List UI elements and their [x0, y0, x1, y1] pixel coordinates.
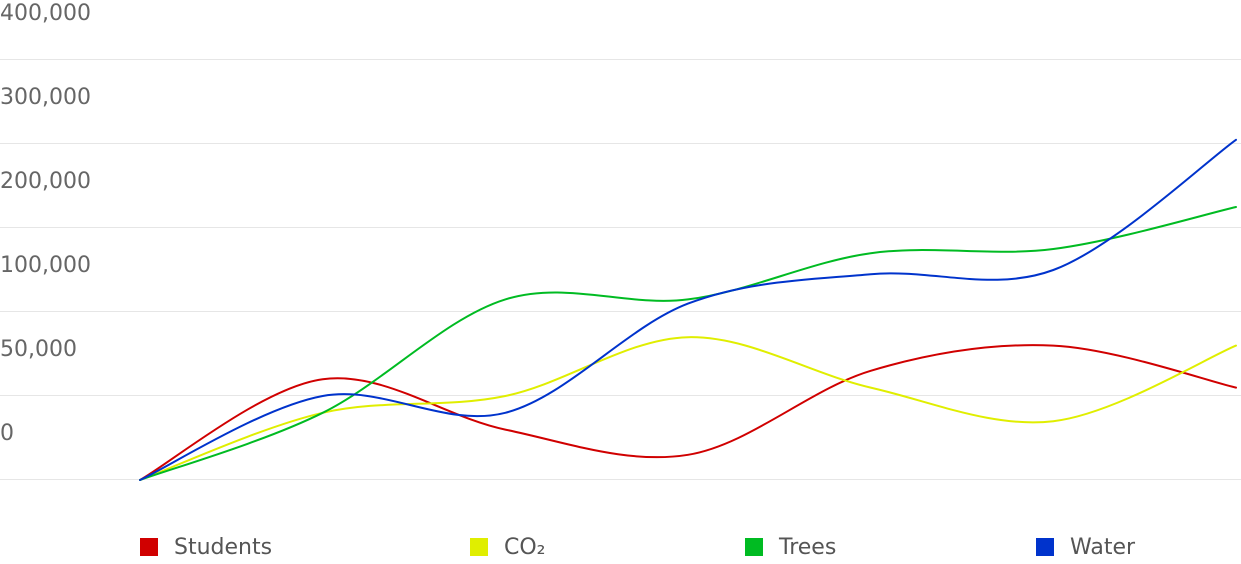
legend-swatch [1036, 538, 1054, 556]
y-tick-label: 50,000 [0, 337, 77, 362]
legend-label: Trees [779, 534, 837, 560]
y-axis-tick-labels: 0 50,000 100,000 200,000 300,000 400,000 [0, 1, 91, 446]
legend-item[interactable]: Students [140, 530, 272, 564]
legend-swatch [745, 538, 763, 556]
series-line-co- [139, 336, 1237, 481]
y-tick-label: 100,000 [0, 253, 91, 278]
legend-label: Students [174, 534, 273, 560]
line-chart: 0 50,000 100,000 200,000 300,000 400,000 [0, 1, 1241, 481]
series-line-trees [139, 206, 1237, 481]
series-line-water [139, 138, 1237, 481]
legend-item[interactable]: Water [1036, 530, 1135, 564]
y-tick-label: 300,000 [0, 85, 91, 110]
series-lines [139, 138, 1237, 481]
legend-label: CO₂ [504, 534, 546, 560]
legend-item[interactable]: Trees [745, 530, 836, 564]
legend-swatch [470, 538, 488, 556]
legend-swatch [140, 538, 158, 556]
legend: Students CO₂ Trees Water [0, 530, 1241, 564]
series-line-students [139, 344, 1237, 481]
y-tick-label: 400,000 [0, 1, 91, 26]
y-tick-label: 200,000 [0, 169, 91, 194]
legend-item[interactable]: CO₂ [470, 530, 546, 564]
legend-label: Water [1070, 534, 1136, 560]
y-tick-label: 0 [0, 421, 14, 446]
grid-lines [0, 59, 1241, 480]
